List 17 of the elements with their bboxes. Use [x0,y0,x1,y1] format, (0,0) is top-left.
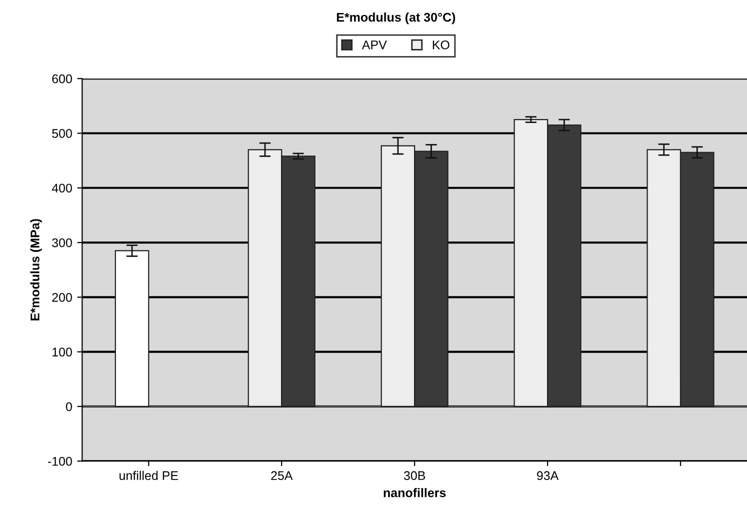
y-tick-label: 500 [52,129,72,138]
y-tick-label: -100 [48,456,72,466]
legend-label: APV [362,40,387,50]
y-axis-title: E*modulus (MPa) [30,219,42,320]
y-tick-label: 0 [66,402,72,412]
y-tick-label: 200 [52,292,72,302]
x-tick-label: unfilled PE [120,470,178,480]
y-tick-label: 600 [52,74,72,84]
chart-title: E*modulus (at 30°C) [336,12,456,24]
x-tick-label: 93A [537,471,559,480]
y-tick-label: 400 [52,184,72,193]
legend-label: KO [432,40,450,50]
x-tick-label: 25A [271,471,293,480]
x-axis-title: nanofillers [384,488,446,498]
y-tick-label: 300 [52,238,72,248]
y-tick-label: 100 [52,348,72,356]
x-tick-label: 30B [404,471,426,480]
